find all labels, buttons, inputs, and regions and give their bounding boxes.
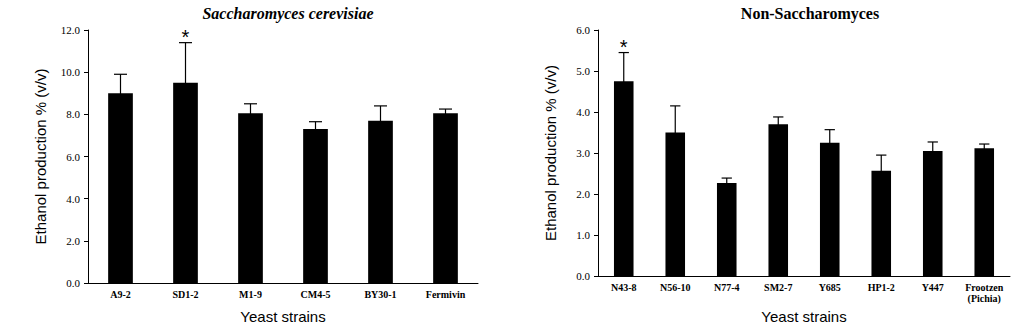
svg-text:M1-9: M1-9 — [239, 289, 262, 300]
svg-text:Fermivin: Fermivin — [426, 289, 466, 300]
svg-text:Yeast strains: Yeast strains — [240, 308, 325, 325]
svg-text:10.0: 10.0 — [61, 66, 81, 78]
svg-text:5.0: 5.0 — [576, 65, 590, 77]
svg-text:CM4-5: CM4-5 — [301, 289, 331, 300]
svg-text:Saccharomyces cerevisiae: Saccharomyces cerevisiae — [202, 5, 373, 23]
svg-text:2.0: 2.0 — [66, 235, 80, 247]
svg-text:(Pichia): (Pichia) — [968, 293, 1001, 305]
svg-text:4.0: 4.0 — [576, 106, 590, 118]
svg-text:A9-2: A9-2 — [110, 289, 131, 300]
svg-text:Y447: Y447 — [922, 282, 944, 293]
svg-text:Non-Saccharomyces: Non-Saccharomyces — [741, 5, 879, 23]
svg-text:HP1-2: HP1-2 — [868, 282, 895, 293]
svg-text:2.0: 2.0 — [576, 188, 590, 200]
svg-text:Frootzen: Frootzen — [965, 282, 1004, 293]
svg-text:12.0: 12.0 — [61, 24, 81, 36]
svg-text:4.0: 4.0 — [66, 193, 80, 205]
svg-text:BY30-1: BY30-1 — [364, 289, 396, 300]
svg-text:Yeast strains: Yeast strains — [761, 308, 846, 325]
svg-text:8.0: 8.0 — [66, 108, 80, 120]
svg-text:N77-4: N77-4 — [714, 282, 740, 293]
svg-text:SM2-7: SM2-7 — [764, 282, 792, 293]
svg-text:0.0: 0.0 — [66, 277, 80, 289]
svg-text:6.0: 6.0 — [66, 151, 80, 163]
svg-text:N56-10: N56-10 — [660, 282, 691, 293]
svg-text:1.0: 1.0 — [576, 229, 590, 241]
svg-text:3.0: 3.0 — [576, 147, 590, 159]
svg-text:*: * — [182, 26, 190, 48]
svg-text:Ethanol production % (v/v): Ethanol production % (v/v) — [32, 69, 49, 245]
svg-text:SD1-2: SD1-2 — [172, 289, 198, 300]
svg-text:Ethanol production % (v/v): Ethanol production % (v/v) — [542, 65, 559, 241]
svg-text:Y685: Y685 — [819, 282, 841, 293]
svg-text:N43-8: N43-8 — [611, 282, 637, 293]
svg-text:*: * — [620, 36, 628, 58]
svg-text:0.0: 0.0 — [576, 270, 590, 282]
svg-text:6.0: 6.0 — [576, 24, 590, 36]
